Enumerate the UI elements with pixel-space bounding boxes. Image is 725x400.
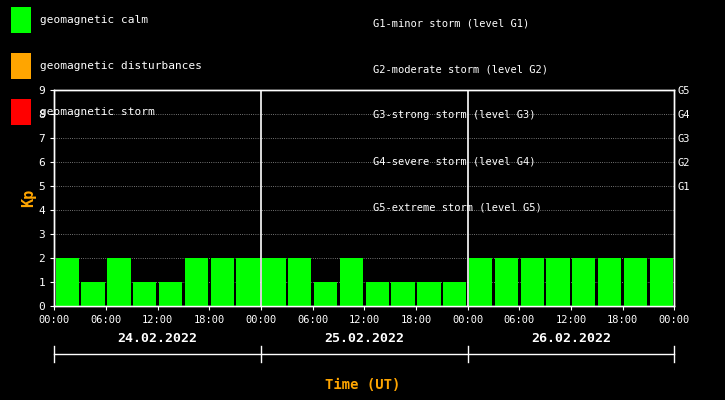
Y-axis label: Kp: Kp: [21, 189, 36, 207]
Bar: [598, 258, 621, 306]
Text: 26.02.2022: 26.02.2022: [531, 332, 611, 344]
Text: G2-moderate storm (level G2): G2-moderate storm (level G2): [373, 64, 548, 74]
Bar: [469, 258, 492, 306]
Bar: [107, 258, 130, 306]
Bar: [418, 282, 441, 306]
Text: G1-minor storm (level G1): G1-minor storm (level G1): [373, 18, 530, 28]
Text: G3-strong storm (level G3): G3-strong storm (level G3): [373, 110, 536, 120]
Text: geomagnetic storm: geomagnetic storm: [40, 107, 154, 117]
Bar: [236, 258, 260, 306]
Bar: [56, 258, 79, 306]
Bar: [572, 258, 595, 306]
Text: geomagnetic calm: geomagnetic calm: [40, 15, 148, 25]
Bar: [81, 282, 104, 306]
Bar: [547, 258, 570, 306]
Bar: [392, 282, 415, 306]
Bar: [288, 258, 311, 306]
Bar: [365, 282, 389, 306]
Bar: [262, 258, 286, 306]
Bar: [650, 258, 673, 306]
Text: Time (UT): Time (UT): [325, 378, 400, 392]
Text: geomagnetic disturbances: geomagnetic disturbances: [40, 61, 202, 71]
Bar: [340, 258, 363, 306]
Bar: [185, 258, 208, 306]
Bar: [494, 258, 518, 306]
Bar: [624, 258, 647, 306]
Text: 25.02.2022: 25.02.2022: [324, 332, 405, 344]
Text: G4-severe storm (level G4): G4-severe storm (level G4): [373, 156, 536, 166]
Bar: [133, 282, 157, 306]
Text: G5-extreme storm (level G5): G5-extreme storm (level G5): [373, 202, 542, 212]
Bar: [443, 282, 466, 306]
Bar: [159, 282, 182, 306]
Text: 24.02.2022: 24.02.2022: [117, 332, 198, 344]
Bar: [521, 258, 544, 306]
Bar: [314, 282, 337, 306]
Bar: [211, 258, 234, 306]
